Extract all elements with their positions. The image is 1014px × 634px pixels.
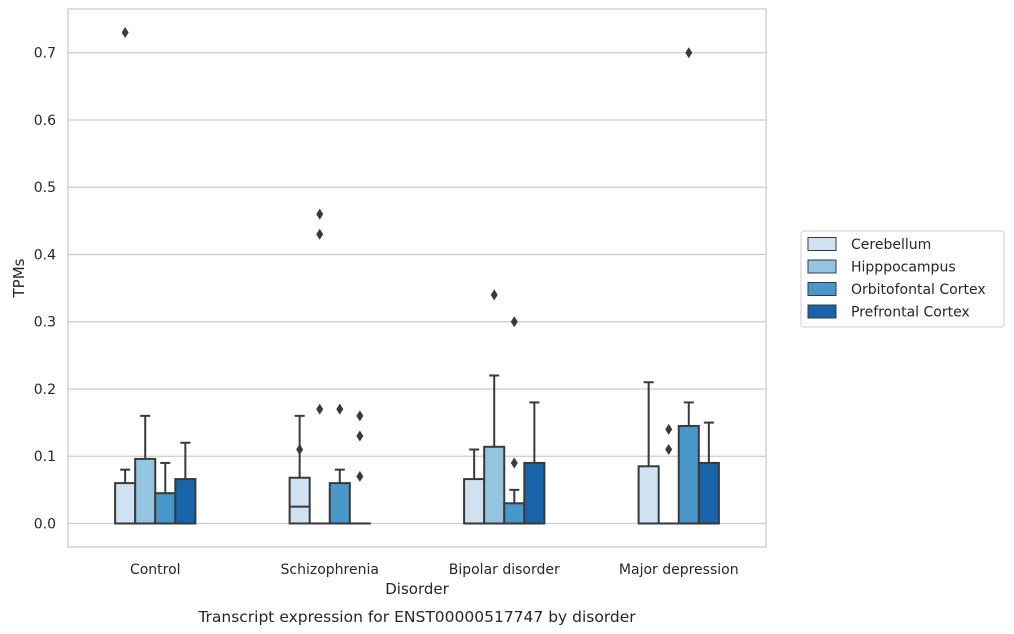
box xyxy=(288,476,311,525)
legend-label: Prefrontal Cortex xyxy=(851,305,970,321)
box-element xyxy=(677,47,700,525)
box-element xyxy=(637,381,660,525)
outlier-point xyxy=(316,208,324,220)
box xyxy=(463,478,486,525)
legend-swatch xyxy=(807,237,837,251)
outlier-point xyxy=(665,423,673,435)
outlier-point xyxy=(490,289,498,301)
legend-swatch xyxy=(807,304,837,319)
y-tick-label: 0.4 xyxy=(34,247,56,263)
box-element xyxy=(523,401,546,525)
outlier-point xyxy=(296,443,304,455)
box xyxy=(134,457,157,525)
box-element xyxy=(154,461,177,525)
box xyxy=(483,445,506,525)
series-cerebellum xyxy=(114,27,660,525)
y-tick-label: 0.6 xyxy=(34,113,56,129)
box xyxy=(503,502,526,525)
box-series-group xyxy=(114,27,720,525)
box xyxy=(174,478,197,525)
legend-items: Cerebellum Hipppocampus Orbitofontal Corte… xyxy=(807,237,986,321)
outlier-point xyxy=(316,403,324,415)
legend-label: Hipppocampus xyxy=(851,260,956,276)
legend-swatch xyxy=(807,259,837,274)
legend-frame xyxy=(800,230,1005,328)
outlier-point xyxy=(356,470,364,482)
y-tick-label: 0.7 xyxy=(34,46,56,62)
outlier-point xyxy=(316,228,324,240)
box xyxy=(523,461,546,525)
y-tick-label: 0.3 xyxy=(34,315,56,331)
y-tick-label: 0.0 xyxy=(34,516,56,532)
y-tick-label: 0.1 xyxy=(34,449,56,465)
box xyxy=(154,492,177,525)
box-element xyxy=(308,208,331,525)
outlier-point xyxy=(665,443,673,455)
outlier-point xyxy=(336,403,344,415)
box xyxy=(697,461,720,525)
box-element xyxy=(174,441,197,525)
y-tick-labels: 0.0 0.1 0.2 0.3 0.4 0.5 0.6 0.7 xyxy=(34,46,56,533)
legend-label: Orbitofontal Cortex xyxy=(851,282,986,298)
box-element xyxy=(328,403,351,525)
box xyxy=(114,482,137,525)
y-axis-label: TPMs xyxy=(10,258,28,298)
outlier-point xyxy=(510,457,518,469)
series-hipppocampus xyxy=(134,208,680,525)
outlier-point xyxy=(121,27,129,39)
outlier-point xyxy=(356,430,364,442)
y-tick-label: 0.5 xyxy=(34,180,56,196)
box xyxy=(677,424,700,525)
legend-label: Cerebellum xyxy=(851,237,931,253)
series-prefrontal-cortex xyxy=(174,401,720,525)
x-tick-labels: Control Schizophrenia Bipolar disorder Majo… xyxy=(130,562,739,578)
box-element xyxy=(288,414,311,525)
box-element xyxy=(503,316,526,525)
x-axis-label: Disorder xyxy=(385,580,449,598)
chart-caption: Transcript expression for ENST0000051774… xyxy=(197,608,636,626)
outlier-point xyxy=(685,47,693,59)
box-element xyxy=(697,421,720,525)
outlier-point xyxy=(510,316,518,328)
legend-swatch xyxy=(807,282,837,296)
box-element xyxy=(134,414,157,525)
y-tick-label: 0.2 xyxy=(34,382,56,398)
x-tick-label: Major depression xyxy=(619,562,739,578)
x-tick-label: Bipolar disorder xyxy=(449,562,560,578)
legend: Cerebellum Hipppocampus Orbitofontal Corte… xyxy=(800,230,1005,328)
box-element xyxy=(483,289,506,525)
series-orbitofontal-cortex xyxy=(154,47,700,525)
box-element xyxy=(348,410,371,525)
box xyxy=(637,465,660,525)
outlier-point xyxy=(356,410,364,422)
box xyxy=(328,482,351,525)
plot-area-frame xyxy=(67,8,767,548)
x-tick-label: Schizophrenia xyxy=(281,562,379,578)
x-tick-label: Control xyxy=(130,562,181,578)
